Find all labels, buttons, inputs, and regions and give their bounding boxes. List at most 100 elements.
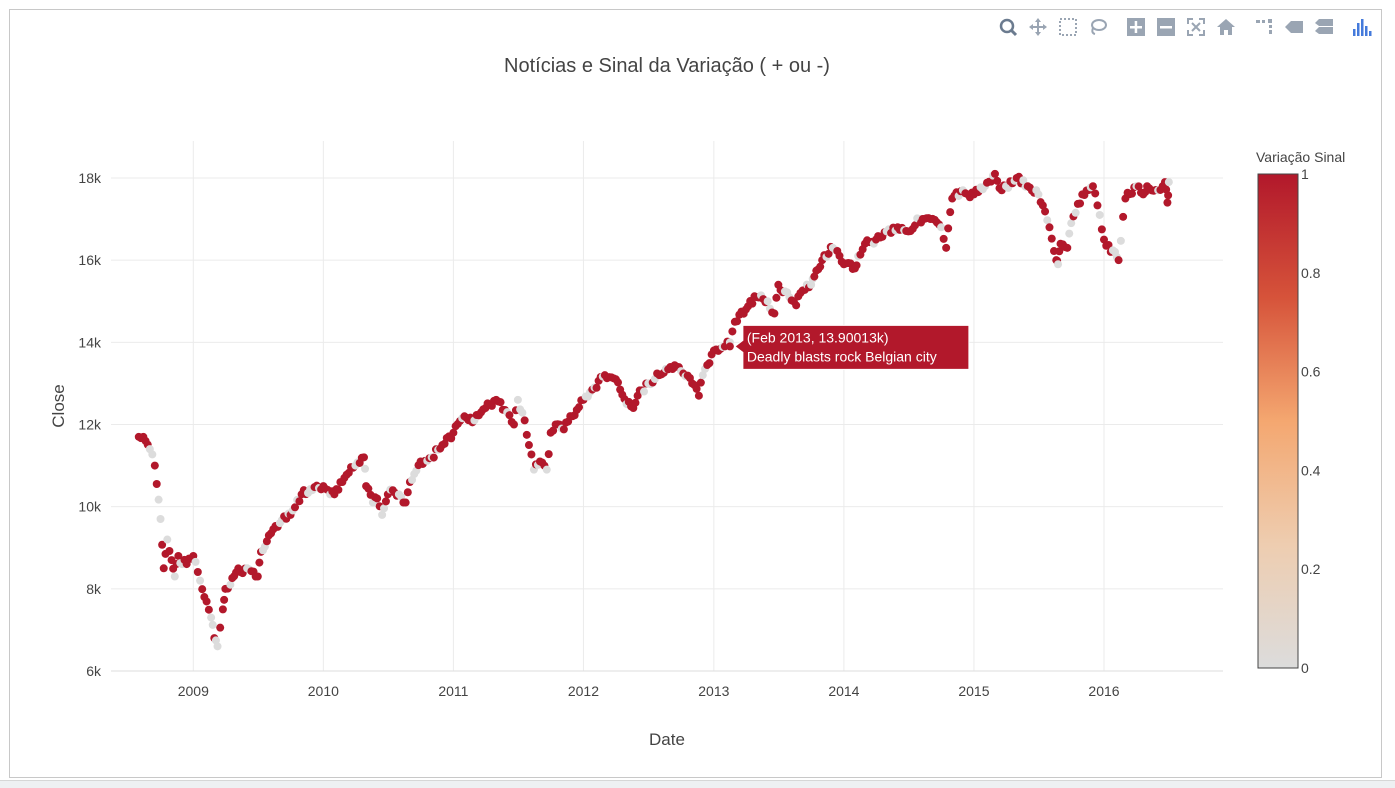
plotly-logo-icon[interactable] bbox=[1349, 14, 1375, 40]
scatter-point[interactable] bbox=[334, 485, 343, 494]
zoom-icon[interactable] bbox=[995, 14, 1021, 40]
scatter-point[interactable] bbox=[696, 378, 705, 387]
scatter-point[interactable] bbox=[993, 176, 1002, 185]
scatter-point[interactable] bbox=[449, 428, 458, 437]
scatter-point[interactable] bbox=[505, 411, 514, 420]
scatter-point[interactable] bbox=[156, 514, 165, 523]
scatter-point[interactable] bbox=[159, 564, 168, 573]
scatter-point[interactable] bbox=[170, 572, 179, 581]
scatter-point[interactable] bbox=[216, 623, 225, 632]
scatter-point[interactable] bbox=[522, 430, 531, 439]
scatter-point[interactable] bbox=[1034, 190, 1043, 199]
scatter-point[interactable] bbox=[542, 465, 551, 474]
scatter-point[interactable] bbox=[496, 398, 505, 407]
scatter-point[interactable] bbox=[1019, 176, 1028, 185]
zoom-in-icon[interactable] bbox=[1123, 14, 1149, 40]
scatter-point[interactable] bbox=[990, 169, 999, 178]
scatter-point[interactable] bbox=[748, 299, 757, 308]
scatter-point[interactable] bbox=[207, 613, 216, 622]
scatter-point[interactable] bbox=[174, 551, 183, 560]
scatter-point[interactable] bbox=[1163, 198, 1172, 207]
scatter-point[interactable] bbox=[698, 371, 707, 380]
scatter-point[interactable] bbox=[792, 301, 801, 310]
scatter-point[interactable] bbox=[361, 464, 370, 473]
zoom-out-icon[interactable] bbox=[1153, 14, 1179, 40]
scatter-point[interactable] bbox=[163, 535, 172, 544]
scatter-point[interactable] bbox=[728, 327, 737, 336]
scatter-point[interactable] bbox=[544, 450, 553, 459]
scatter-point[interactable] bbox=[1041, 207, 1050, 216]
scatter-point[interactable] bbox=[218, 605, 227, 614]
scatter-point[interactable] bbox=[204, 605, 213, 614]
scatter-point[interactable] bbox=[942, 243, 951, 252]
scatter-point[interactable] bbox=[509, 420, 518, 429]
scatter-point[interactable] bbox=[1128, 189, 1137, 198]
scatter-point[interactable] bbox=[1043, 216, 1052, 225]
scatter-point[interactable] bbox=[1071, 208, 1080, 217]
scatter-point[interactable] bbox=[852, 261, 861, 270]
scatter-point[interactable] bbox=[559, 425, 568, 434]
scatter-point[interactable] bbox=[631, 398, 640, 407]
autoscale-icon[interactable] bbox=[1183, 14, 1209, 40]
scatter-point[interactable] bbox=[911, 221, 920, 230]
scatter-point[interactable] bbox=[937, 223, 946, 232]
pan-icon[interactable] bbox=[1025, 14, 1051, 40]
scatter-point[interactable] bbox=[359, 453, 368, 462]
reset-axes-icon[interactable] bbox=[1213, 14, 1239, 40]
scatter-point[interactable] bbox=[1065, 229, 1074, 238]
scatter-point[interactable] bbox=[763, 297, 772, 306]
hover-compare-icon[interactable] bbox=[1311, 14, 1337, 40]
scatter-point[interactable] bbox=[1114, 256, 1123, 265]
scatter-point[interactable] bbox=[403, 488, 412, 497]
scatter-point[interactable] bbox=[191, 557, 200, 566]
scatter-point[interactable] bbox=[614, 378, 623, 387]
scatter-point[interactable] bbox=[1097, 225, 1106, 234]
scatter-point[interactable] bbox=[694, 391, 703, 400]
scatter-point[interactable] bbox=[220, 595, 229, 604]
scatter-point[interactable] bbox=[255, 558, 264, 567]
scatter-point[interactable] bbox=[1093, 201, 1102, 210]
scatter-point[interactable] bbox=[692, 384, 701, 393]
scatter-point[interactable] bbox=[380, 504, 389, 513]
scatter-point[interactable] bbox=[592, 383, 601, 392]
scatter-point[interactable] bbox=[1045, 223, 1054, 232]
scatter-point[interactable] bbox=[816, 262, 825, 271]
scatter-point[interactable] bbox=[226, 580, 235, 589]
scatter-point[interactable] bbox=[520, 416, 529, 425]
scatter-point[interactable] bbox=[295, 497, 304, 506]
scatter-point[interactable] bbox=[154, 495, 163, 504]
scatter-point[interactable] bbox=[986, 177, 995, 186]
scatter-point[interactable] bbox=[1091, 189, 1100, 198]
scatter-point[interactable] bbox=[152, 480, 161, 489]
scatter-point[interactable] bbox=[733, 317, 742, 326]
scatter-point[interactable] bbox=[524, 441, 533, 450]
scatter-point[interactable] bbox=[1164, 178, 1173, 187]
scatter-point[interactable] bbox=[770, 309, 779, 318]
hover-closest-icon[interactable] bbox=[1281, 14, 1307, 40]
scatter-point[interactable] bbox=[158, 540, 167, 549]
scatter-point[interactable] bbox=[1063, 243, 1072, 252]
scatter-point[interactable] bbox=[148, 450, 157, 459]
scatter-point[interactable] bbox=[1095, 210, 1104, 219]
scatter-point[interactable] bbox=[1067, 219, 1076, 228]
scatter-point[interactable] bbox=[1119, 212, 1128, 221]
scatter-point[interactable] bbox=[513, 395, 522, 404]
scatter-point[interactable] bbox=[575, 403, 584, 412]
scatter-point[interactable] bbox=[527, 450, 536, 459]
scatter-point[interactable] bbox=[824, 249, 833, 258]
scatter-point[interactable] bbox=[364, 484, 373, 493]
scatter-point[interactable] bbox=[150, 461, 159, 470]
scatter-point[interactable] bbox=[401, 498, 410, 507]
scatter-point[interactable] bbox=[290, 503, 299, 512]
hovered-point[interactable] bbox=[725, 342, 734, 351]
scatter-point[interactable] bbox=[198, 585, 207, 594]
box-select-icon[interactable] bbox=[1055, 14, 1081, 40]
scatter-point[interactable] bbox=[202, 597, 211, 606]
scatter-point[interactable] bbox=[429, 453, 438, 462]
scatter-point[interactable] bbox=[1088, 182, 1097, 191]
scatter-point[interactable] bbox=[518, 408, 527, 417]
scatter-point[interactable] bbox=[705, 359, 714, 368]
scatter-point[interactable] bbox=[1054, 260, 1063, 269]
scatter-point[interactable] bbox=[196, 576, 205, 585]
scatter-point[interactable] bbox=[944, 224, 953, 233]
